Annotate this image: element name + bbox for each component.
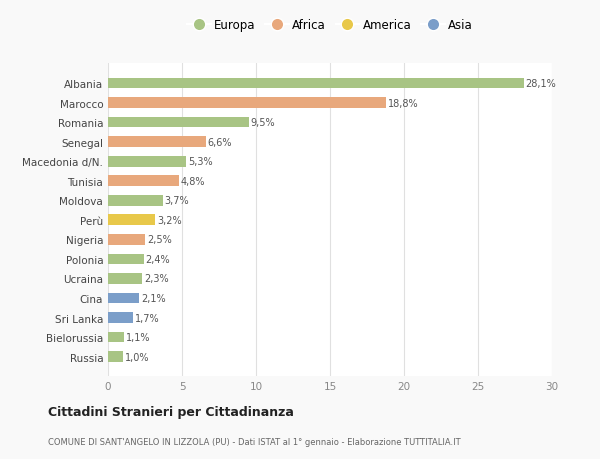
Text: 5,3%: 5,3%	[188, 157, 213, 167]
Text: 1,0%: 1,0%	[125, 352, 149, 362]
Text: 4,8%: 4,8%	[181, 176, 205, 186]
Bar	[108, 118, 248, 128]
Text: 9,5%: 9,5%	[250, 118, 275, 128]
Text: 28,1%: 28,1%	[526, 79, 556, 89]
Bar	[108, 352, 123, 362]
Bar	[108, 254, 143, 265]
Bar	[108, 332, 124, 343]
Bar	[108, 313, 133, 323]
Text: Cittadini Stranieri per Cittadinanza: Cittadini Stranieri per Cittadinanza	[48, 405, 294, 419]
Bar	[108, 274, 142, 284]
Bar	[108, 98, 386, 109]
Text: 2,1%: 2,1%	[141, 293, 166, 303]
Text: 1,1%: 1,1%	[126, 332, 151, 342]
Text: 2,4%: 2,4%	[145, 254, 170, 264]
Text: 6,6%: 6,6%	[208, 137, 232, 147]
Text: 2,3%: 2,3%	[144, 274, 169, 284]
Bar	[108, 235, 145, 245]
Text: 1,7%: 1,7%	[135, 313, 160, 323]
Bar	[108, 215, 155, 226]
Text: 18,8%: 18,8%	[388, 98, 419, 108]
Bar	[108, 137, 206, 148]
Bar	[108, 157, 187, 167]
Bar	[108, 196, 163, 206]
Text: 3,7%: 3,7%	[164, 196, 189, 206]
Text: 2,5%: 2,5%	[147, 235, 172, 245]
Bar	[108, 176, 179, 187]
Legend: Europa, Africa, America, Asia: Europa, Africa, America, Asia	[182, 14, 478, 36]
Bar	[108, 293, 139, 304]
Bar	[108, 78, 524, 89]
Text: 3,2%: 3,2%	[157, 215, 182, 225]
Text: COMUNE DI SANT'ANGELO IN LIZZOLA (PU) - Dati ISTAT al 1° gennaio - Elaborazione : COMUNE DI SANT'ANGELO IN LIZZOLA (PU) - …	[48, 437, 461, 446]
